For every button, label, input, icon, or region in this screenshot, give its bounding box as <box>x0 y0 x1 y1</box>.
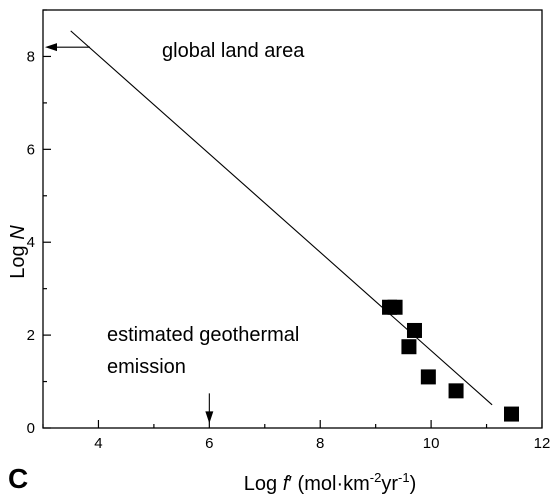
data-point <box>401 339 417 355</box>
data-point <box>420 369 436 385</box>
x-axis-title: Log f′ (mol·km-2yr-1) <box>244 470 416 495</box>
arrow-left-icon <box>45 43 57 52</box>
plot-border <box>42 9 543 429</box>
x-tick-label: 4 <box>94 435 102 452</box>
regression-line-group <box>70 30 493 406</box>
data-point <box>406 322 422 338</box>
x-tick-label: 10 <box>423 435 440 452</box>
y-axis: 0 2 4 6 8 <box>27 9 51 437</box>
panel-label: C <box>8 463 28 494</box>
data-points <box>382 299 520 422</box>
data-point <box>387 299 403 315</box>
x-tick-label: 12 <box>534 435 551 452</box>
fit-line <box>70 30 493 406</box>
y-tick-label: 8 <box>27 48 35 65</box>
data-point <box>504 406 520 422</box>
y-tick-label: 6 <box>27 141 35 158</box>
x-tick-label: 6 <box>205 435 213 452</box>
y-axis-title: Log N <box>7 225 29 279</box>
annotation-global-land-area-text: global land area <box>162 40 305 62</box>
y-tick-label: 4 <box>27 234 35 251</box>
annotation-global-land-area: global land area <box>45 40 305 62</box>
annotation-geothermal: estimated geothermal emission <box>107 324 299 424</box>
x-tick-label: 8 <box>316 435 324 452</box>
x-axis: 4 6 8 10 12 <box>42 420 551 452</box>
data-point <box>448 383 464 399</box>
y-tick-label: 0 <box>27 420 35 437</box>
annotation-geothermal-line1: estimated geothermal <box>107 324 299 346</box>
arrow-down-icon <box>205 411 214 424</box>
plot-frame <box>42 9 543 429</box>
y-tick-label: 2 <box>27 327 35 344</box>
annotation-geothermal-line2: emission <box>107 356 186 378</box>
